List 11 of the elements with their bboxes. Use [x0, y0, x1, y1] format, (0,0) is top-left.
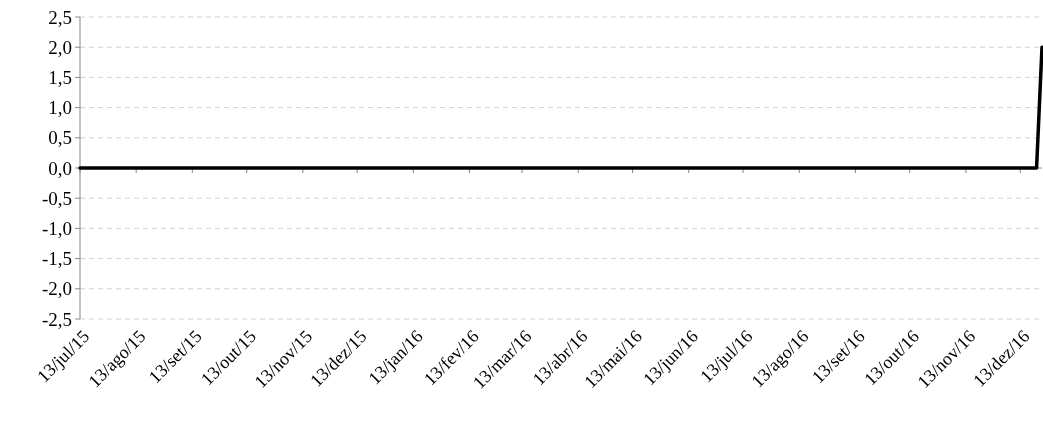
y-tick-label: -2,0 [41, 278, 72, 300]
y-tick-label: 2,5 [48, 6, 72, 28]
y-tick-label: -1,5 [41, 248, 72, 270]
y-tick-label: -0,5 [41, 187, 72, 209]
y-tick-label: 1,5 [48, 67, 72, 89]
y-tick-label: 1,0 [48, 97, 72, 119]
y-tick-label: -2,5 [41, 308, 72, 330]
y-tick-label: -1,0 [41, 218, 72, 240]
y-tick-label: 2,0 [48, 36, 72, 58]
y-tick-label: 0,0 [48, 157, 72, 179]
y-tick-label: 0,5 [48, 127, 72, 149]
